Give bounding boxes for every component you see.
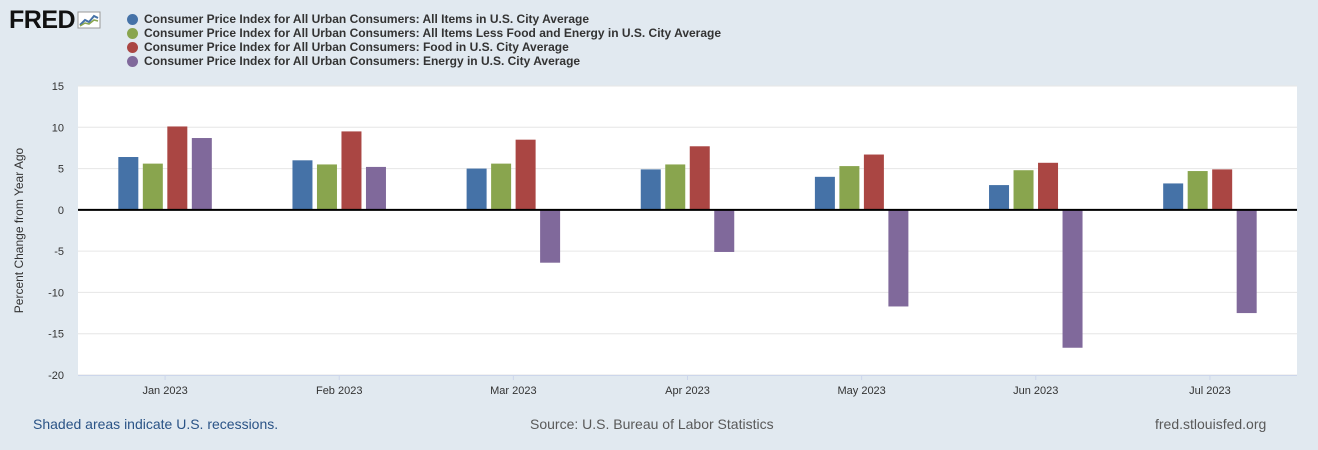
bar [888,209,909,307]
bar [466,168,487,210]
legend-item[interactable]: Consumer Price Index for All Urban Consu… [127,26,721,40]
bar [292,160,313,210]
fred-graph-icon [77,11,101,29]
bar [814,176,835,210]
plot-background [78,86,1297,375]
fred-logo-text: FRED [9,6,76,34]
x-tick-label: Jun 2023 [1013,385,1058,397]
bar [491,163,512,210]
legend-item[interactable]: Consumer Price Index for All Urban Consu… [127,54,721,68]
bar [118,157,139,210]
x-tick-label: Jul 2023 [1189,385,1231,397]
fred-logo[interactable]: FRED [9,6,101,34]
y-tick-label: -5 [54,246,64,258]
bar [1163,183,1184,210]
y-tick-label: 15 [52,81,64,93]
bar [1062,209,1083,348]
chart-legend: Consumer Price Index for All Urban Consu… [127,12,721,68]
legend-item[interactable]: Consumer Price Index for All Urban Consu… [127,12,721,26]
legend-swatch [127,27,138,39]
bar [1212,169,1233,210]
bar [640,169,661,210]
x-tick-label: May 2023 [837,385,885,397]
y-tick-label: 5 [58,164,64,176]
bar [714,209,735,252]
bar [689,146,710,210]
legend-label: Consumer Price Index for All Urban Consu… [144,12,589,26]
bar [989,185,1010,210]
y-tick-label: -20 [48,370,64,382]
bar [665,164,686,210]
bar [1236,209,1257,314]
bar [540,209,561,263]
site-url[interactable]: fred.stlouisfed.org [1155,416,1267,432]
legend-swatch [127,13,138,25]
legend-swatch [127,55,138,67]
bar [839,166,860,210]
legend-item[interactable]: Consumer Price Index for All Urban Consu… [127,40,721,54]
legend-swatch [127,41,138,53]
x-tick-label: Jan 2023 [142,385,187,397]
bar [142,163,163,210]
legend-label: Consumer Price Index for All Urban Consu… [144,26,722,40]
bar [341,131,362,210]
y-axis-title: Percent Change from Year Ago [12,147,26,313]
bar [1013,170,1034,210]
x-tick-label: Mar 2023 [490,385,536,397]
legend-label: Consumer Price Index for All Urban Consu… [144,54,581,68]
y-tick-label: 10 [52,122,64,134]
x-tick-label: Apr 2023 [665,385,710,397]
bar [365,166,386,210]
legend-label: Consumer Price Index for All Urban Consu… [144,40,569,54]
bar [863,154,884,210]
bar [515,139,536,210]
recession-note: Shaded areas indicate U.S. recessions. [33,416,279,432]
bar [316,164,337,210]
bar [1187,171,1208,210]
y-tick-label: -15 [48,329,64,341]
bar [1038,162,1059,210]
x-tick-label: Feb 2023 [316,385,362,397]
y-tick-label: 0 [58,205,64,217]
y-tick-label: -10 [48,287,64,299]
bar [167,126,188,210]
bar [191,138,212,210]
source-credit: Source: U.S. Bureau of Labor Statistics [530,416,774,432]
